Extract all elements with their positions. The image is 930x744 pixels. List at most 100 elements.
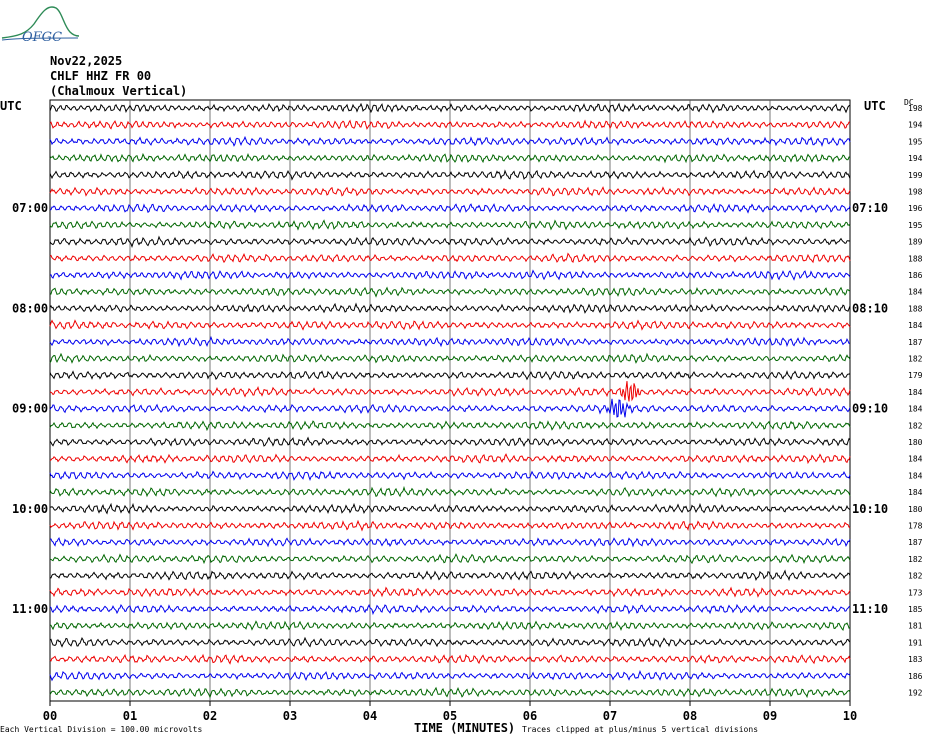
dc-offset-label: 184 (908, 455, 923, 464)
trace-6 (49, 186, 851, 197)
dc-offset-label: 183 (908, 655, 923, 664)
dc-offset-label: 182 (908, 555, 923, 564)
dc-labels: 198 194 195 194 199 198 196 195 189 188 186 184 188 1… (908, 104, 923, 698)
dc-offset-label: 194 (908, 154, 923, 163)
dc-offset-label: 184 (908, 471, 923, 480)
dc-offset-label: 173 (908, 588, 923, 597)
trace-20 (49, 420, 851, 432)
trace-3 (49, 135, 851, 147)
trace-22 (49, 453, 851, 465)
location-label: (Chalmoux Vertical) (50, 84, 188, 98)
trace-23 (49, 470, 851, 481)
trace-18 (49, 381, 851, 402)
x-tick-label: 02 (203, 709, 217, 723)
trace-5 (49, 169, 851, 181)
trace-14 (49, 319, 851, 331)
x-tick-label: 07 (603, 709, 617, 723)
trace-33 (49, 636, 851, 648)
x-tick-label: 01 (123, 709, 137, 723)
trace-10 (49, 252, 851, 264)
right-utc-label: UTC (864, 99, 886, 113)
dc-offset-label: 184 (908, 488, 923, 497)
right-time-label: 11:10 (852, 602, 888, 616)
left-utc-label: UTC (0, 99, 22, 113)
trace-30 (49, 586, 851, 598)
right-time-label: 08:10 (852, 301, 888, 315)
dc-offset-label: 182 (908, 355, 923, 364)
left-time-label: 07:00 (12, 201, 48, 215)
trace-24 (49, 485, 851, 498)
dc-offset-label: 188 (908, 254, 923, 263)
clip-note: Traces clipped at plus/minus 5 vertical … (522, 725, 759, 734)
dc-offset-label: 179 (908, 371, 923, 380)
dc-offset-label: 184 (908, 388, 923, 397)
trace-9 (49, 235, 851, 249)
station-label: CHLF HHZ FR 00 (50, 69, 152, 83)
dc-offset-label: 186 (908, 271, 923, 280)
logo-text: OFGC (22, 30, 62, 44)
trace-19 (49, 398, 851, 418)
x-tick-label: 10 (843, 709, 857, 723)
dc-offset-label: 191 (908, 638, 923, 647)
x-axis-title: TIME (MINUTES) (414, 721, 516, 735)
dc-offset-label: 180 (908, 505, 923, 514)
dc-offset-label: 186 (908, 672, 923, 681)
time-labels: 07:00 08:00 09:00 10:00 11:00 07:10 08:10 09:10… (12, 201, 888, 616)
dc-offset-label: 182 (908, 421, 923, 430)
left-time-label: 10:00 (12, 502, 48, 516)
x-tick-label: 08 (683, 709, 697, 723)
dc-offset-label: 182 (908, 572, 923, 581)
right-time-label: 07:10 (852, 201, 888, 215)
trace-34 (49, 653, 851, 665)
dc-offset-label: 187 (908, 538, 923, 547)
x-tick-label: 03 (283, 709, 297, 723)
dc-label: DC (904, 98, 914, 107)
ofgc-logo: OFGC (0, 0, 80, 48)
trace-13 (49, 302, 851, 314)
trace-36 (49, 686, 851, 699)
x-tick-label: 06 (523, 709, 537, 723)
trace-15 (49, 335, 851, 348)
trace-32 (49, 620, 851, 632)
dc-offset-label: 189 (908, 238, 923, 247)
date-label: Nov22,2025 (50, 54, 123, 68)
trace-16 (49, 352, 851, 364)
dc-offset-label: 192 (908, 689, 923, 698)
left-time-label: 11:00 (12, 602, 48, 616)
dc-offset-label: 181 (908, 622, 923, 631)
right-time-label: 09:10 (852, 402, 888, 416)
x-tick-label: 00 (43, 709, 57, 723)
scale-note: Each Vertical Division = 100.00 microvol… (0, 725, 203, 734)
dc-offset-label: 195 (908, 221, 923, 230)
dc-offset-label: 184 (908, 405, 923, 414)
trace-11 (49, 269, 851, 281)
traces (49, 102, 851, 699)
x-tick-label: 04 (363, 709, 377, 723)
trace-8 (49, 219, 851, 231)
dc-offset-label: 180 (908, 438, 923, 447)
x-tick-label: 05 (443, 709, 457, 723)
dc-offset-label: 194 (908, 121, 923, 130)
dc-offset-label: 198 (908, 188, 923, 197)
dc-offset-label: 178 (908, 522, 923, 531)
left-time-label: 09:00 (12, 402, 48, 416)
trace-7 (49, 203, 851, 214)
trace-35 (49, 669, 851, 682)
left-time-label: 08:00 (12, 301, 48, 315)
dc-offset-label: 188 (908, 304, 923, 313)
trace-27 (49, 537, 851, 548)
trace-12 (49, 286, 851, 298)
trace-26 (49, 519, 851, 532)
dc-offset-label: 184 (908, 321, 923, 330)
trace-25 (49, 502, 851, 515)
trace-28 (49, 553, 851, 565)
dc-offset-label: 184 (908, 288, 923, 297)
trace-1 (49, 102, 851, 114)
right-time-label: 10:10 (852, 502, 888, 516)
dc-offset-label: 198 (908, 104, 923, 113)
trace-31 (49, 603, 851, 616)
trace-29 (49, 569, 851, 582)
dc-offset-label: 187 (908, 338, 923, 347)
trace-2 (49, 119, 851, 130)
